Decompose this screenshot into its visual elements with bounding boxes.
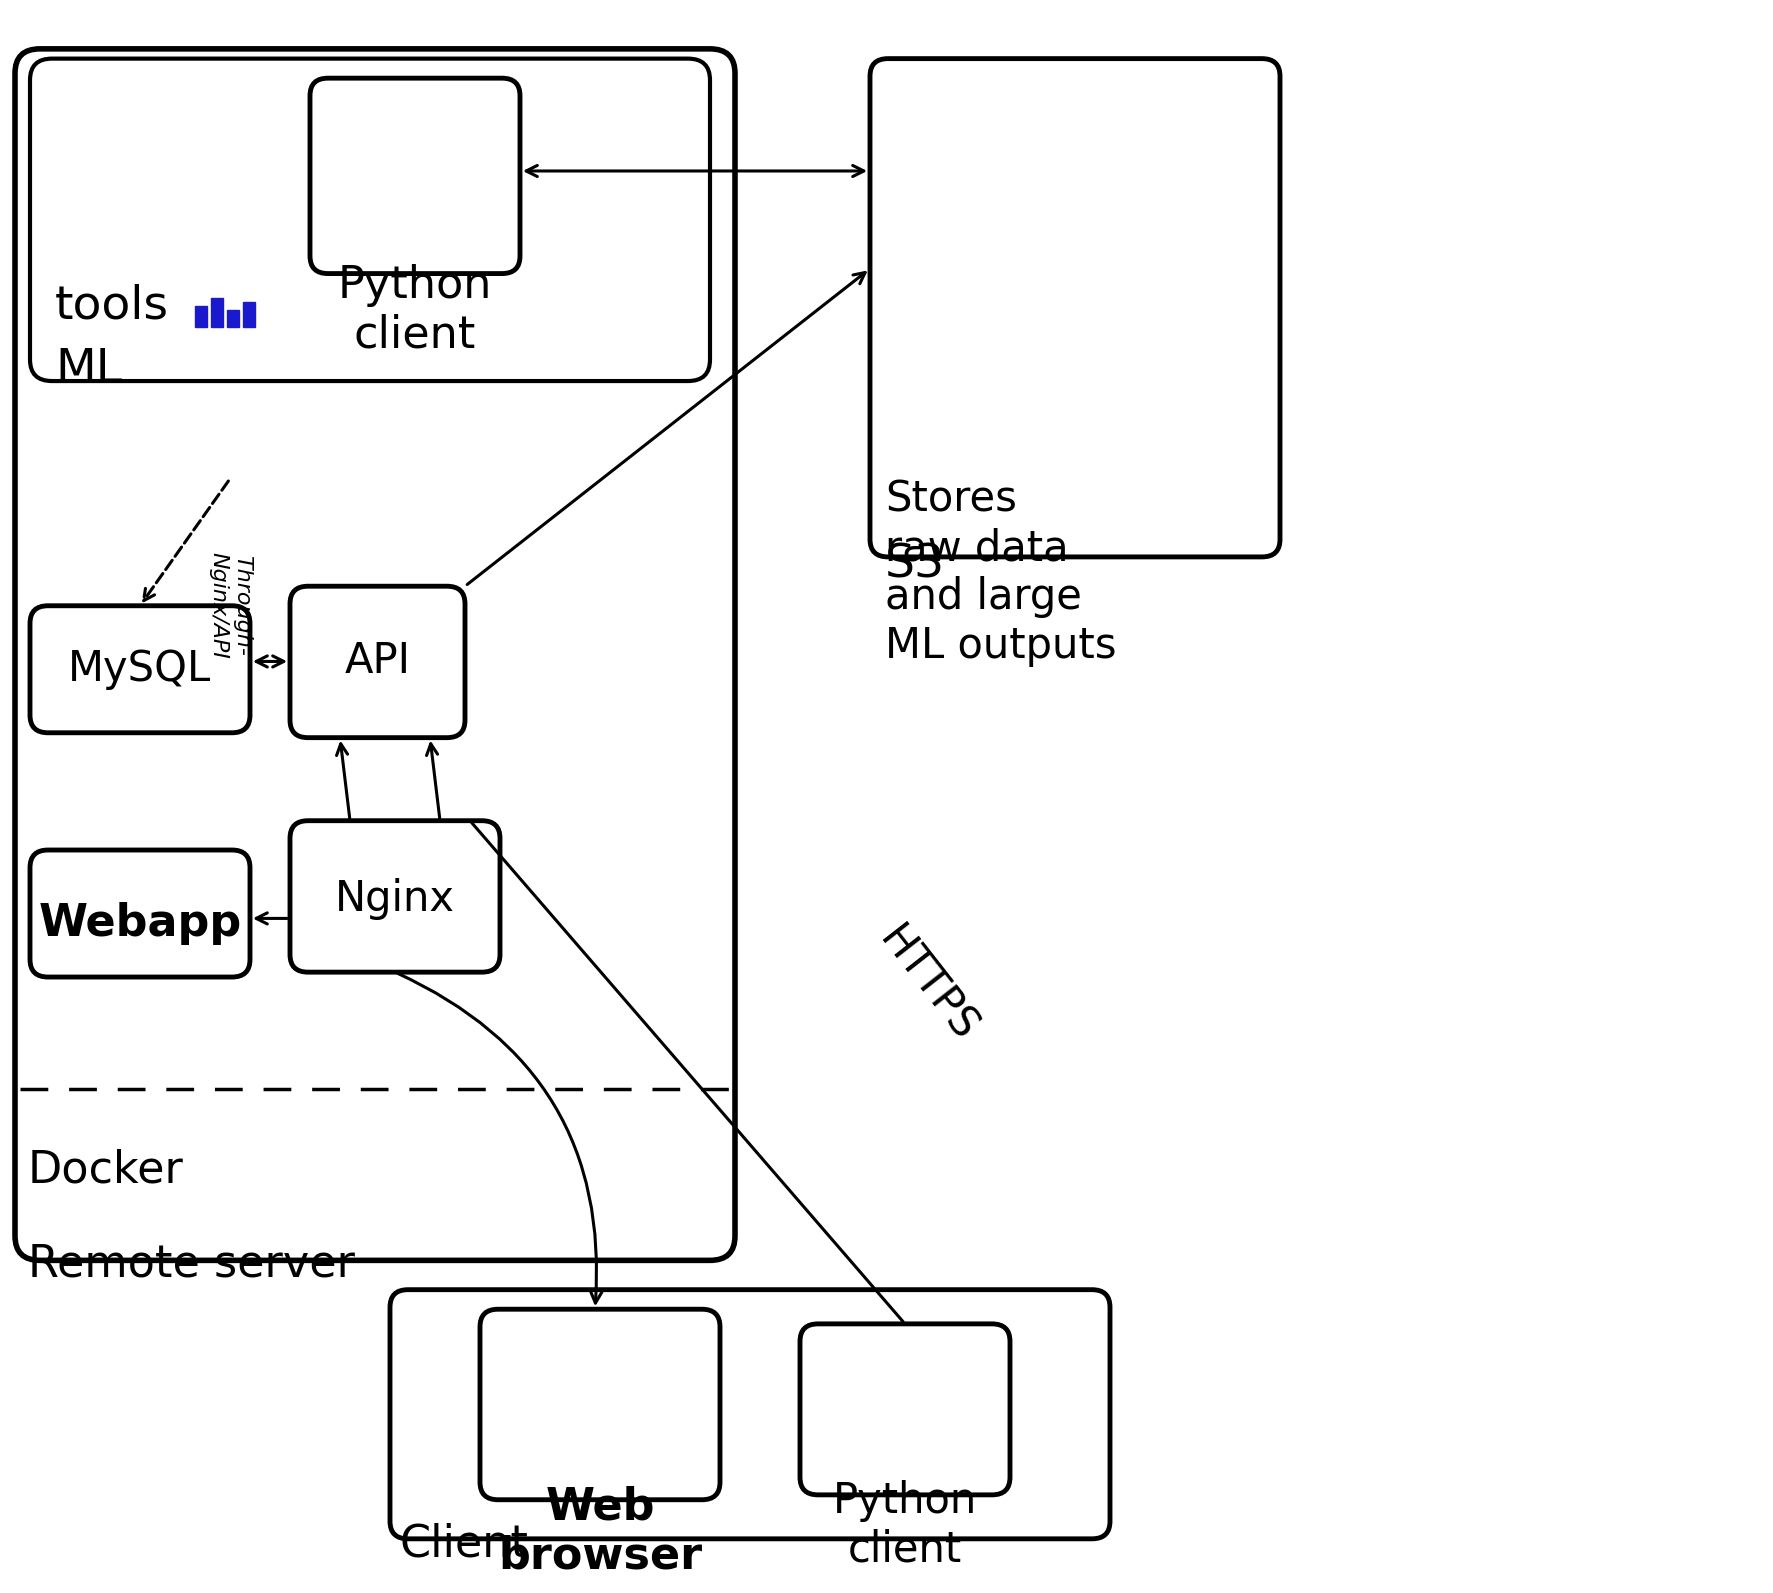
FancyBboxPatch shape — [30, 851, 250, 977]
FancyBboxPatch shape — [30, 59, 709, 381]
FancyBboxPatch shape — [390, 1290, 1110, 1539]
Text: API: API — [344, 640, 411, 682]
FancyBboxPatch shape — [800, 1324, 1009, 1494]
Text: MySQL: MySQL — [69, 648, 211, 690]
Text: Docker: Docker — [28, 1149, 184, 1192]
FancyBboxPatch shape — [310, 78, 519, 274]
FancyBboxPatch shape — [289, 586, 465, 738]
FancyBboxPatch shape — [480, 1309, 720, 1499]
Text: Client: Client — [399, 1523, 528, 1566]
Text: Python
client: Python client — [337, 264, 491, 357]
Text: Nginx: Nginx — [335, 878, 454, 919]
Text: Stores
raw data
and large
ML outputs: Stores raw data and large ML outputs — [885, 479, 1115, 666]
FancyBboxPatch shape — [869, 59, 1280, 558]
Bar — [195, 306, 207, 327]
Text: Through-
Nginx/API: Through- Nginx/API — [207, 553, 252, 660]
FancyBboxPatch shape — [14, 49, 734, 1260]
Text: S3: S3 — [885, 542, 945, 588]
Text: HTTPS: HTTPS — [869, 919, 984, 1050]
FancyBboxPatch shape — [30, 605, 250, 733]
FancyBboxPatch shape — [289, 820, 500, 972]
Text: Webapp: Webapp — [39, 902, 241, 945]
Text: ML: ML — [55, 347, 122, 392]
Text: tools: tools — [55, 284, 168, 328]
Text: Web
browser: Web browser — [498, 1485, 702, 1579]
Bar — [211, 298, 223, 327]
Bar — [227, 309, 239, 327]
Text: Python
client: Python client — [832, 1480, 977, 1571]
Bar — [243, 303, 255, 327]
Text: Remote server: Remote server — [28, 1243, 355, 1286]
